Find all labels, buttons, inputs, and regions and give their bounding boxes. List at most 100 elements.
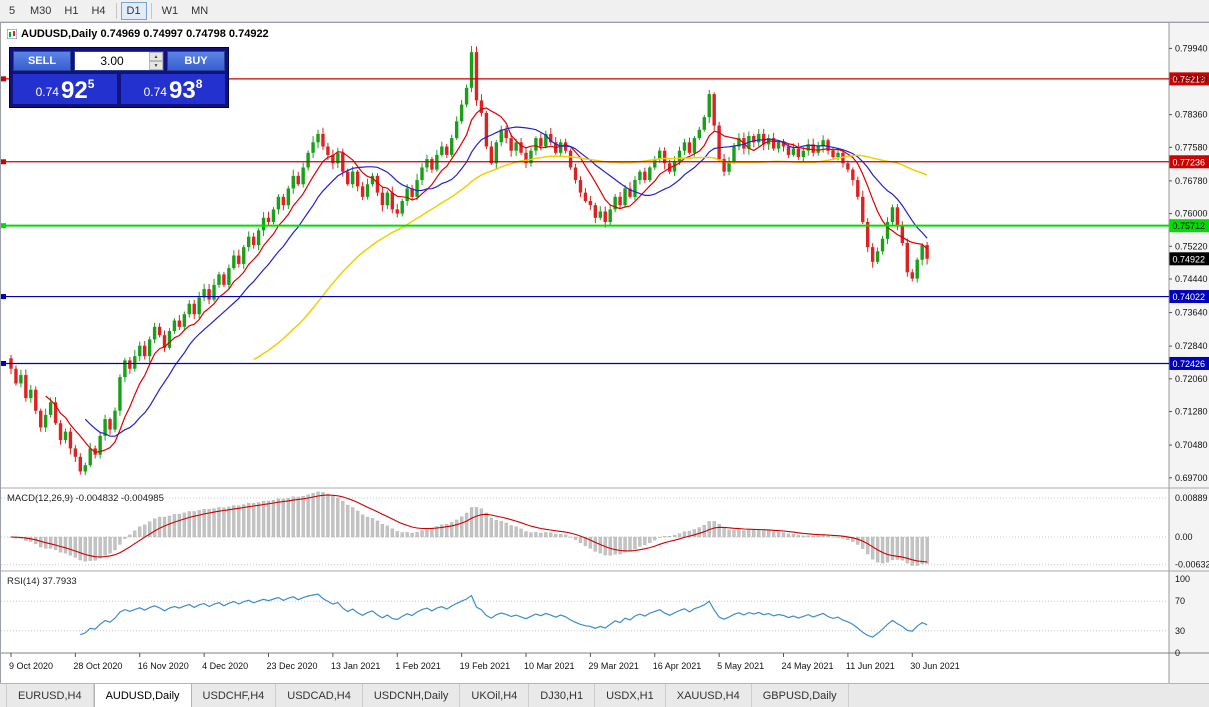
price-axis-label: 0.76000 — [1175, 209, 1208, 219]
price-axis-label: 0.79940 — [1175, 43, 1208, 53]
moving-average-16 — [84, 126, 928, 437]
price-chart-svg: 0.79213 0.77236 0.75712 0.74022 0.72426 0.799… — [1, 23, 1209, 684]
chart-title: AUDUSD,Daily 0.74969 0.74997 0.74798 0.7… — [7, 28, 269, 40]
rsi-axis-label: 30 — [1175, 626, 1185, 636]
symbol-tab-usdcad-h4[interactable]: USDCAD,H4 — [276, 684, 363, 707]
timeframe-h1-button[interactable]: H1 — [58, 2, 84, 20]
sell-price-big: 92 — [60, 77, 88, 104]
toolbar-separator — [115, 2, 117, 19]
time-axis-label: 23 Dec 2020 — [267, 661, 318, 671]
symbol-tab-bar: EURUSD,H4 AUDUSD,Daily USDCHF,H4 USDCAD,H4 U… — [0, 683, 1209, 707]
rsi-label: RSI(14) 37.7933 — [7, 576, 77, 587]
timeframe-m30-button[interactable]: M30 — [24, 2, 57, 20]
toolbar-separator — [150, 2, 152, 19]
level-price-tag — [1169, 356, 1209, 370]
level-anchor — [1, 294, 6, 300]
time-axis-label: 11 Jun 2021 — [846, 661, 895, 671]
level-price-tag — [1169, 72, 1209, 86]
time-axis-label: 19 Feb 2021 — [460, 661, 511, 671]
level-price-tag — [1169, 219, 1209, 233]
rsi-line — [80, 593, 928, 638]
time-axis-label: 16 Apr 2021 — [653, 661, 702, 671]
symbol-tab-xauusd-h4[interactable]: XAUUSD,H4 — [666, 684, 752, 707]
time-axis-label: 10 Mar 2021 — [524, 661, 575, 671]
time-axis-label: 13 Jan 2021 — [331, 661, 381, 671]
symbol-tab-usdcnh-daily[interactable]: USDCNH,Daily — [363, 684, 461, 707]
price-axis-label: 0.72060 — [1175, 374, 1208, 384]
symbol-tab-eurusd-h4[interactable]: EURUSD,H4 — [6, 684, 94, 707]
one-click-trade-panel: SELL ▲ ▼ BUY 0.74 92 5 0.74 — [9, 47, 229, 108]
price-axis-label: 0.74440 — [1175, 274, 1208, 284]
price-axis-label: 0.76780 — [1175, 176, 1208, 186]
price-axis-label: 0.69700 — [1175, 473, 1208, 483]
price-axis-label: 0.70480 — [1175, 440, 1208, 450]
symbol-tab-dj30-h1[interactable]: DJ30,H1 — [529, 684, 596, 707]
current-price-tag-text: 0.74922 — [1173, 254, 1206, 264]
rsi-axis-label: 0 — [1175, 648, 1180, 658]
time-axis-label: 30 Jun 2021 — [910, 661, 960, 671]
time-axis-label: 1 Feb 2021 — [395, 661, 441, 671]
buy-price-prefix: 0.74 — [143, 85, 167, 99]
level-price-tag-text: 0.79213 — [1173, 74, 1206, 84]
price-axis-label: 0.75220 — [1175, 241, 1208, 251]
timeframe-toolbar: 5 M30 H1 H4 D1 W1 MN — [0, 0, 1209, 22]
chart-background[interactable] — [1, 23, 1209, 684]
level-price-tag — [1169, 155, 1209, 169]
timeframe-d1-button[interactable]: D1 — [120, 1, 147, 20]
volume-up-button[interactable]: ▲ — [149, 52, 163, 61]
timeframe-5-button[interactable]: 5 — [1, 2, 23, 20]
current-price-tag — [1169, 252, 1209, 266]
trade-prices-row: 0.74 92 5 0.74 93 8 — [13, 74, 225, 104]
volume-input[interactable] — [75, 52, 149, 70]
buy-price-sup: 8 — [195, 77, 203, 91]
level-anchor — [1, 76, 6, 82]
level-price-tag-text: 0.77236 — [1173, 157, 1206, 167]
price-axis-label: 0.77580 — [1175, 142, 1208, 152]
rsi-axis-label: 100 — [1175, 574, 1190, 584]
price-axis-label: 0.78360 — [1175, 110, 1208, 120]
time-axis-label: 29 Mar 2021 — [588, 661, 639, 671]
chart-window: 0.79213 0.77236 0.75712 0.74022 0.72426 0.799… — [0, 22, 1209, 684]
symbol-tab-ukoil-h4[interactable]: UKOil,H4 — [460, 684, 530, 707]
level-anchor — [1, 159, 6, 165]
time-axis-label: 4 Dec 2020 — [202, 661, 248, 671]
level-anchor — [1, 360, 6, 366]
macd-axis-label: -0.00632 — [1175, 560, 1209, 570]
symbol-tab-usdx-h1[interactable]: USDX,H1 — [595, 684, 666, 707]
time-axis-label: 9 Oct 2020 — [9, 661, 53, 671]
level-price-tag — [1169, 290, 1209, 304]
level-price-tag-text: 0.72426 — [1173, 359, 1206, 369]
timeframe-mn-button[interactable]: MN — [185, 2, 214, 20]
time-axis-label: 28 Oct 2020 — [73, 661, 122, 671]
volume-down-button[interactable]: ▼ — [149, 61, 163, 70]
chart-icon — [7, 29, 17, 39]
symbol-tab-usdchf-h4[interactable]: USDCHF,H4 — [192, 684, 277, 707]
buy-price-big: 93 — [168, 77, 196, 104]
time-axis-label: 24 May 2021 — [782, 661, 834, 671]
macd-axis-label: 0.00 — [1175, 532, 1193, 542]
buy-button[interactable]: BUY — [167, 51, 225, 71]
sell-price-sup: 5 — [87, 77, 95, 91]
sell-price[interactable]: 0.74 92 5 — [13, 74, 117, 104]
price-axis-background[interactable] — [1169, 23, 1209, 684]
sell-button[interactable]: SELL — [13, 51, 71, 71]
volume-arrows: ▲ ▼ — [149, 52, 163, 70]
macd-label: MACD(12,26,9) -0.004832 -0.004985 — [7, 493, 164, 504]
level-price-tag-text: 0.74022 — [1173, 292, 1206, 302]
sell-price-prefix: 0.74 — [35, 85, 59, 99]
price-axis-label: 0.79220 — [1175, 74, 1208, 84]
timeframe-h4-button[interactable]: H4 — [85, 2, 111, 20]
rsi-axis-label: 70 — [1175, 596, 1185, 606]
price-axis-label: 0.71280 — [1175, 407, 1208, 417]
macd-axis-label: 0.00889 — [1175, 493, 1208, 503]
symbol-tab-audusd-daily[interactable]: AUDUSD,Daily — [93, 684, 192, 707]
macd-signal-line — [10, 494, 928, 563]
price-axis-label: 0.73640 — [1175, 308, 1208, 318]
symbol-tab-gbpusd-daily[interactable]: GBPUSD,Daily — [752, 684, 849, 707]
trade-buttons-row: SELL ▲ ▼ BUY — [13, 51, 225, 71]
time-axis-label: 16 Nov 2020 — [138, 661, 189, 671]
timeframe-w1-button[interactable]: W1 — [156, 2, 185, 20]
buy-price[interactable]: 0.74 93 8 — [121, 74, 225, 104]
volume-stepper[interactable]: ▲ ▼ — [74, 51, 164, 71]
